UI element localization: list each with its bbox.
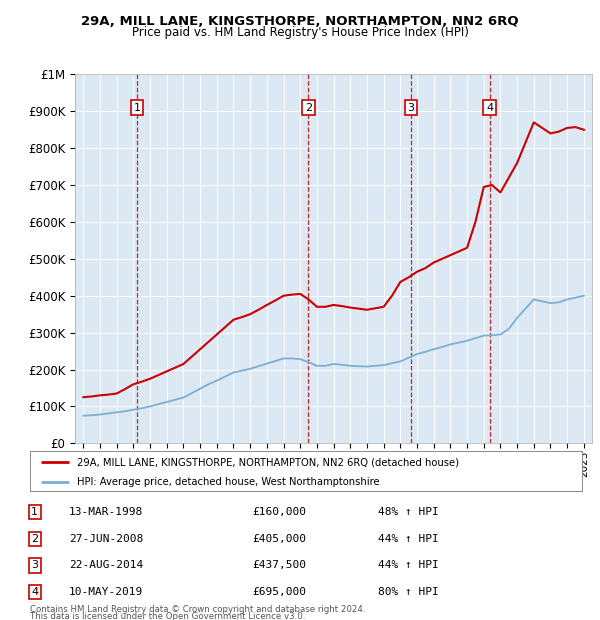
Text: Price paid vs. HM Land Registry's House Price Index (HPI): Price paid vs. HM Land Registry's House … [131,26,469,38]
Text: 29A, MILL LANE, KINGSTHORPE, NORTHAMPTON, NN2 6RQ: 29A, MILL LANE, KINGSTHORPE, NORTHAMPTON… [81,15,519,27]
Text: Contains HM Land Registry data © Crown copyright and database right 2024.: Contains HM Land Registry data © Crown c… [30,605,365,614]
Text: £695,000: £695,000 [252,587,306,597]
Text: HPI: Average price, detached house, West Northamptonshire: HPI: Average price, detached house, West… [77,477,380,487]
Text: 3: 3 [31,560,38,570]
Text: 48% ↑ HPI: 48% ↑ HPI [378,507,439,517]
Text: 80% ↑ HPI: 80% ↑ HPI [378,587,439,597]
Text: 2: 2 [305,102,312,113]
Text: £160,000: £160,000 [252,507,306,517]
Text: 10-MAY-2019: 10-MAY-2019 [69,587,143,597]
Text: 13-MAR-1998: 13-MAR-1998 [69,507,143,517]
Text: 1: 1 [133,102,140,113]
Text: 3: 3 [407,102,415,113]
Text: 29A, MILL LANE, KINGSTHORPE, NORTHAMPTON, NN2 6RQ (detached house): 29A, MILL LANE, KINGSTHORPE, NORTHAMPTON… [77,457,459,467]
Text: 4: 4 [486,102,493,113]
Text: 4: 4 [31,587,38,597]
Text: 44% ↑ HPI: 44% ↑ HPI [378,534,439,544]
Text: 22-AUG-2014: 22-AUG-2014 [69,560,143,570]
Text: 27-JUN-2008: 27-JUN-2008 [69,534,143,544]
Text: 1: 1 [31,507,38,517]
Text: This data is licensed under the Open Government Licence v3.0.: This data is licensed under the Open Gov… [30,612,305,620]
Text: 44% ↑ HPI: 44% ↑ HPI [378,560,439,570]
Text: £405,000: £405,000 [252,534,306,544]
Text: 2: 2 [31,534,38,544]
Text: £437,500: £437,500 [252,560,306,570]
